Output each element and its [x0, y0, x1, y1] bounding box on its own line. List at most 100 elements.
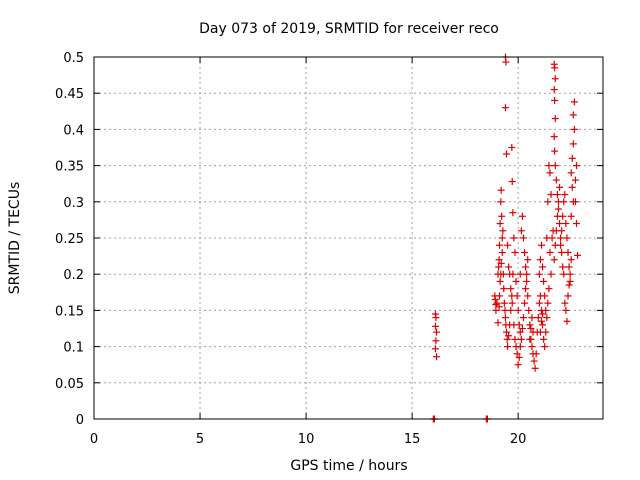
data-point — [572, 220, 580, 228]
x-tick-label: 0 — [90, 432, 98, 447]
data-point — [532, 350, 540, 358]
data-point — [498, 212, 506, 220]
data-point — [564, 248, 572, 256]
y-tick-label: 0.45 — [55, 87, 84, 102]
data-point — [504, 241, 512, 249]
data-point — [535, 299, 543, 307]
data-point — [534, 314, 542, 322]
data-point — [537, 241, 545, 249]
data-point — [493, 299, 501, 307]
data-point — [539, 310, 547, 318]
data-point — [546, 169, 554, 177]
data-point — [541, 292, 549, 300]
data-point — [522, 285, 530, 293]
data-point — [550, 256, 558, 264]
grid-lines — [94, 57, 603, 419]
x-tick-label: 20 — [510, 432, 527, 447]
data-point — [514, 306, 522, 314]
y-tick-label: 0.15 — [55, 304, 84, 319]
data-point — [560, 270, 568, 278]
data-point — [519, 314, 527, 322]
data-point — [503, 150, 511, 158]
data-point — [516, 343, 524, 351]
data-point — [521, 248, 529, 256]
data-point — [495, 263, 503, 271]
data-point — [559, 263, 567, 271]
data-point — [508, 178, 516, 186]
data-point — [522, 263, 530, 271]
data-point — [504, 343, 512, 351]
data-point — [495, 303, 503, 311]
data-point — [564, 292, 572, 300]
data-point — [558, 248, 566, 256]
axis-ticks: 0 0.05 0.1 0.15 0.2 0.25 0.3 0.35 0.4 0.45 0.5 0 5 10… — [55, 51, 603, 447]
data-point — [524, 256, 532, 264]
data-point — [545, 162, 553, 170]
data-point — [553, 191, 561, 199]
data-point — [554, 205, 562, 213]
data-point — [560, 198, 568, 206]
data-point — [574, 251, 582, 259]
data-point — [433, 353, 441, 361]
data-point — [514, 361, 522, 369]
data-point — [570, 125, 578, 133]
data-point — [515, 353, 523, 361]
data-point — [505, 332, 513, 340]
data-point — [529, 328, 537, 336]
data-point — [509, 270, 517, 278]
data-point — [511, 335, 519, 343]
data-point — [551, 147, 559, 155]
data-point — [432, 314, 440, 322]
data-point — [557, 234, 565, 242]
data-point — [516, 328, 524, 336]
data-point — [499, 270, 507, 278]
data-point — [526, 335, 534, 343]
y-tick-label: 0.35 — [55, 160, 84, 175]
data-point — [495, 256, 503, 264]
data-point — [499, 227, 507, 235]
data-point — [508, 299, 516, 307]
data-point — [544, 198, 552, 206]
data-point — [539, 263, 547, 271]
y-tick-label: 0.5 — [63, 51, 84, 66]
data-point — [540, 335, 548, 343]
data-point — [513, 292, 521, 300]
data-point — [510, 234, 518, 242]
data-point — [570, 98, 578, 106]
data-point — [547, 191, 555, 199]
data-point — [546, 248, 554, 256]
data-point — [559, 212, 567, 220]
data-point — [563, 234, 571, 242]
data-points — [429, 53, 582, 423]
data-point — [496, 241, 504, 249]
data-point — [497, 259, 505, 267]
data-point — [523, 277, 531, 285]
data-point — [551, 115, 559, 123]
data-point — [505, 263, 513, 271]
data-point — [431, 345, 439, 353]
y-tick-label: 0.4 — [63, 123, 84, 138]
data-point — [557, 241, 565, 249]
y-axis-title: SRMTID / TECUs — [7, 182, 23, 295]
data-point — [518, 325, 526, 332]
data-point — [507, 306, 515, 314]
data-point — [523, 270, 531, 278]
data-point — [571, 176, 579, 184]
data-point — [528, 343, 536, 351]
data-point — [433, 328, 441, 336]
data-point — [519, 234, 527, 242]
y-tick-label: 0.1 — [63, 341, 84, 356]
data-point — [509, 209, 517, 217]
y-tick-label: 0 — [76, 413, 84, 428]
data-point — [498, 248, 506, 256]
data-point — [516, 270, 524, 278]
data-point — [562, 306, 570, 314]
data-point — [551, 96, 559, 104]
data-point — [500, 285, 508, 293]
data-point — [542, 306, 550, 314]
data-point — [501, 104, 509, 112]
data-point — [536, 256, 544, 264]
data-point — [545, 285, 553, 293]
data-point — [492, 306, 500, 314]
